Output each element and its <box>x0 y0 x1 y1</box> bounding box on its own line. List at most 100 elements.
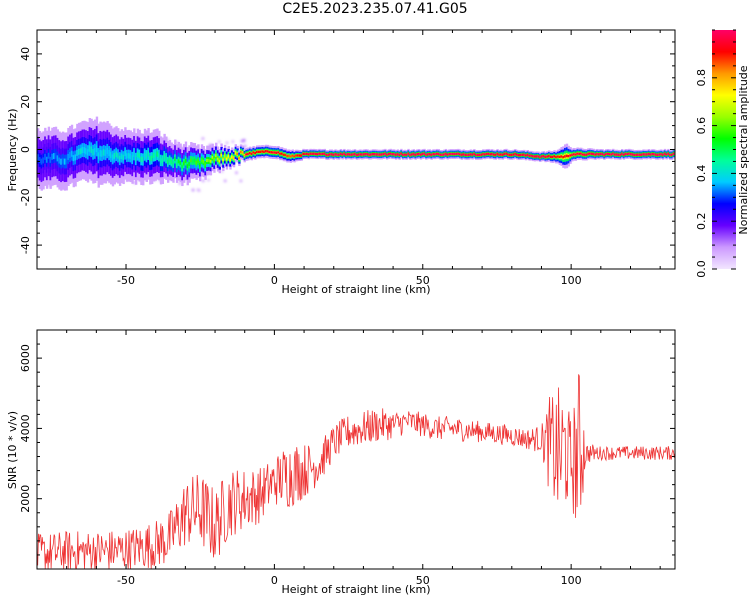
spectrogram-cell <box>70 150 74 157</box>
spectrogram-cell <box>346 153 350 156</box>
spectrogram-cell <box>261 150 264 153</box>
spectrogram-cell <box>120 153 124 159</box>
spectrogram-cell <box>489 153 492 156</box>
spectrogram-cell <box>562 155 565 159</box>
spectrogram-cell <box>499 153 503 156</box>
spectrogram-cell <box>544 155 547 159</box>
spectrogram-cell <box>432 152 435 156</box>
spectrogram-cell <box>165 155 168 161</box>
spectrogram-cell <box>231 155 234 159</box>
spectrogram-cell <box>99 149 102 157</box>
spectrogram-cell <box>45 156 49 163</box>
spectrogram-cell <box>524 154 528 157</box>
spectrogram-cell <box>239 150 243 154</box>
spectrogram-cell <box>494 153 497 157</box>
x-tick-label: 0 <box>271 574 278 587</box>
spectrogram-cell <box>514 152 517 156</box>
spectrogram-cell <box>560 155 563 158</box>
y-tick-label: -40 <box>19 236 32 254</box>
spectrogram-cell <box>661 153 665 157</box>
y-tick-label: 40 <box>19 47 32 61</box>
spectrogram-cell <box>419 153 423 156</box>
spectrogram-cell <box>660 153 663 156</box>
spectrogram-cell <box>245 153 248 156</box>
spectrogram-cell <box>113 152 116 159</box>
spectrogram-cell <box>163 153 166 159</box>
spectrogram-cell <box>296 154 300 157</box>
spectrogram-cell <box>207 158 211 162</box>
spectrogram-cell <box>181 164 184 169</box>
spectrogram-cell <box>512 153 515 156</box>
x-tick-label: 100 <box>561 574 582 587</box>
spectrogram-cell <box>580 152 583 155</box>
spectrogram-cell <box>332 153 335 157</box>
spectrogram-cell <box>519 153 522 157</box>
spectrogram-cell <box>590 152 594 155</box>
x-tick-label: 50 <box>416 574 430 587</box>
spectrogram-cell <box>209 159 213 163</box>
spectrogram-cell <box>254 151 257 155</box>
spectrogram-cell <box>617 153 620 156</box>
spectrogram-cell <box>418 152 421 156</box>
spectrogram-cell <box>658 153 661 156</box>
spectrogram-cell <box>166 159 170 165</box>
spectrogram-cell <box>343 152 346 155</box>
spectrogram-cell <box>423 152 426 155</box>
spectrogram-cell <box>619 153 622 157</box>
spectrogram-cell <box>462 153 465 156</box>
spectrogram-cell <box>102 149 106 156</box>
spectrogram-cell <box>521 153 524 157</box>
spectrogram-cell <box>540 155 544 158</box>
spectrogram-cell <box>320 152 323 156</box>
spectrogram-cell <box>656 153 659 157</box>
snr-ticks: -50 0 50 100 2000 4000 6000 <box>19 329 675 587</box>
spectrogram-cell <box>409 153 412 157</box>
spectrogram-cell <box>330 153 334 156</box>
spectrogram-cell <box>353 152 357 156</box>
y-tick-label: -20 <box>19 188 32 206</box>
spectrogram-cell <box>195 160 198 165</box>
spectrogram-cell <box>321 152 325 156</box>
spectrogram-cell <box>439 153 442 156</box>
spectrogram-cell <box>594 153 597 156</box>
snr-series <box>37 374 675 569</box>
snr-y-axis-label: SNR (10 * v/v) <box>6 411 19 489</box>
spectrogram-cell <box>85 148 88 155</box>
spectrogram-cell <box>279 152 282 155</box>
spectrogram-cell <box>106 147 109 155</box>
spectrogram-cell <box>302 152 305 156</box>
spectrogram-cell <box>405 153 408 157</box>
spectrogram-cell <box>558 155 562 159</box>
spectrogram-cell <box>528 154 531 157</box>
spectrogram-cell <box>430 153 433 157</box>
spectrogram-cell <box>564 155 567 158</box>
spectrogram-cell <box>633 153 636 157</box>
spectrogram-cell <box>446 153 449 156</box>
spectrogram-speck <box>201 179 205 182</box>
spectrogram-cell <box>206 158 209 163</box>
spectrogram-cell <box>599 152 603 156</box>
spectrogram-panel: -50 0 50 100 -40 -20 0 20 40 Height of straight … <box>6 29 676 296</box>
spectrogram-cell <box>44 153 47 160</box>
spectrogram-cell <box>53 153 56 160</box>
spectrogram-cell <box>581 153 585 156</box>
spectrogram-cell <box>483 153 487 156</box>
spectrogram-cell <box>421 152 424 156</box>
spectrogram-cell <box>248 151 252 155</box>
spectrogram-speck <box>235 171 238 175</box>
spectrogram-cell <box>101 150 104 157</box>
spectrogram-cell <box>49 156 52 163</box>
spectrogram-cell <box>389 152 392 155</box>
spectrogram-cell <box>323 152 327 155</box>
spectrogram-cell <box>280 152 284 155</box>
spectrogram-x-axis-label: Height of straight line (km) <box>281 283 430 296</box>
spectrogram-cell <box>491 152 494 156</box>
spectrogram-cell <box>229 158 232 161</box>
spectrogram-cell <box>204 163 207 167</box>
spectrogram-cell <box>40 158 43 165</box>
spectrogram-cell <box>380 153 384 156</box>
spectrogram-cell <box>111 154 115 161</box>
spectrogram-cell <box>457 152 460 155</box>
spectrogram-cell <box>131 155 134 161</box>
